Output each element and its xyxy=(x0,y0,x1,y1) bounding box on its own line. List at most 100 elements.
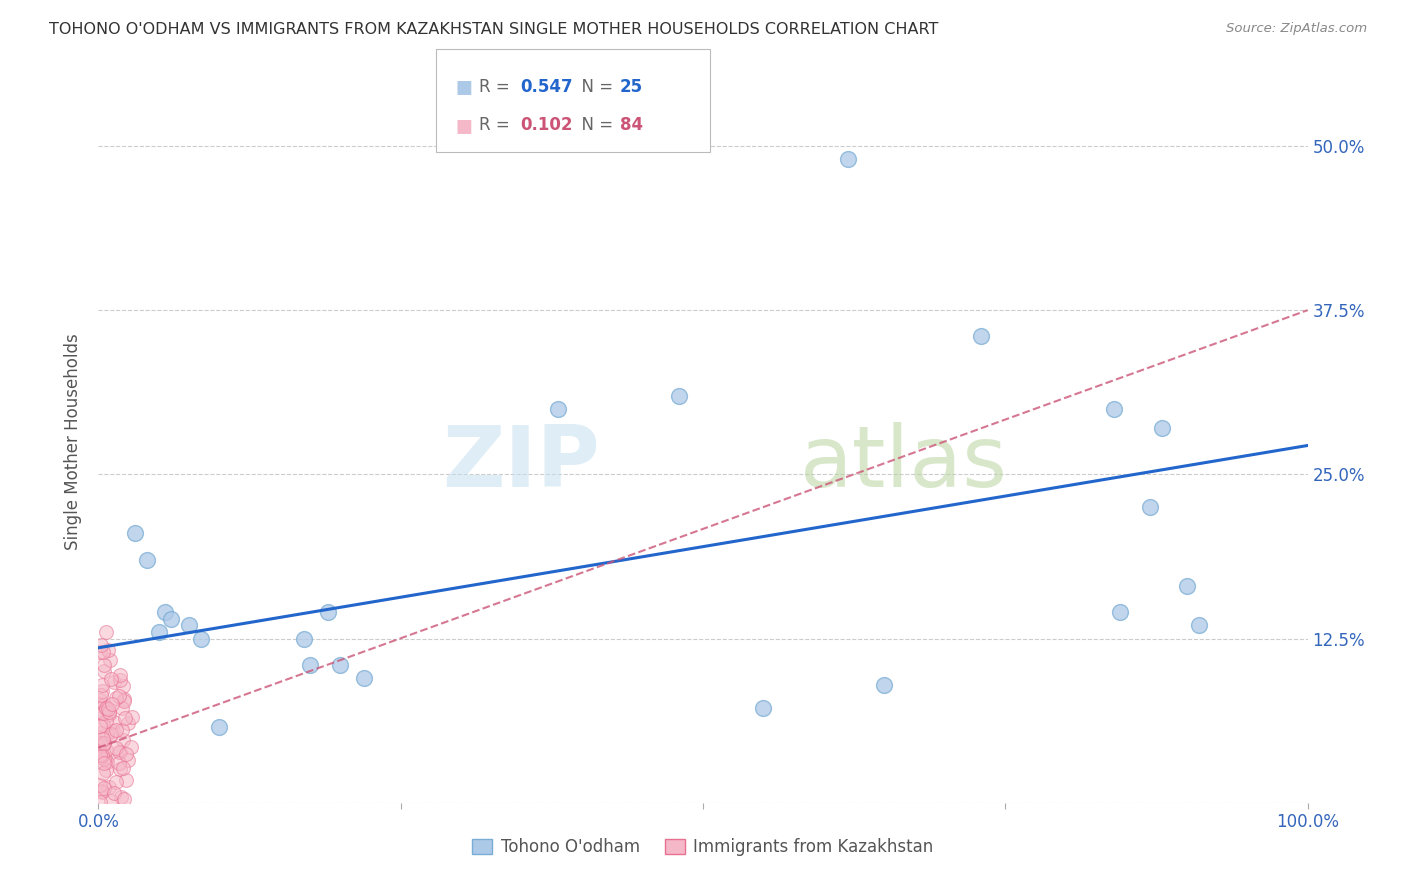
Point xyxy=(112,792,135,806)
Point xyxy=(108,756,131,771)
Legend: Tohono O'odham, Immigrants from Kazakhstan: Tohono O'odham, Immigrants from Kazakhst… xyxy=(465,831,941,863)
Point xyxy=(111,732,134,747)
Point xyxy=(103,675,125,690)
Point xyxy=(89,736,111,750)
Text: 25: 25 xyxy=(620,78,643,95)
Point xyxy=(292,632,315,646)
Point xyxy=(1152,421,1174,435)
Point xyxy=(104,691,127,706)
Text: ▪: ▪ xyxy=(454,72,472,101)
Point xyxy=(108,763,131,777)
Text: Source: ZipAtlas.com: Source: ZipAtlas.com xyxy=(1226,22,1367,36)
Point xyxy=(89,795,111,809)
Point xyxy=(91,766,114,780)
Point xyxy=(98,653,121,667)
Text: N =: N = xyxy=(571,78,619,95)
Point xyxy=(90,688,112,702)
Point xyxy=(1175,579,1198,593)
Point xyxy=(89,692,111,706)
Point xyxy=(90,784,112,798)
Point xyxy=(112,679,135,693)
Point xyxy=(114,710,136,724)
Point xyxy=(103,724,125,739)
Point xyxy=(91,747,114,762)
Point xyxy=(91,683,114,698)
Text: R =: R = xyxy=(479,78,516,95)
Point xyxy=(1188,618,1211,632)
Point xyxy=(1102,401,1125,416)
Point xyxy=(101,697,124,711)
Y-axis label: Single Mother Households: Single Mother Households xyxy=(65,334,83,549)
Point xyxy=(93,736,115,750)
Point xyxy=(97,643,120,657)
Point xyxy=(96,743,118,757)
Point xyxy=(94,714,117,728)
Point xyxy=(121,710,143,724)
Point xyxy=(91,706,114,721)
Point xyxy=(179,618,201,632)
Point xyxy=(112,761,135,775)
Point xyxy=(93,657,115,672)
Point xyxy=(329,657,352,672)
Point xyxy=(91,785,114,799)
Point xyxy=(96,701,118,715)
Point xyxy=(93,752,115,766)
Point xyxy=(90,749,112,764)
Point xyxy=(91,645,114,659)
Point xyxy=(89,706,111,721)
Point xyxy=(100,794,122,808)
Point xyxy=(98,705,121,719)
Point xyxy=(94,700,117,714)
Point xyxy=(120,740,142,755)
Point xyxy=(89,737,111,751)
Point xyxy=(668,388,690,402)
Point xyxy=(110,789,132,804)
Point xyxy=(970,329,993,343)
Point xyxy=(752,701,775,715)
Text: 84: 84 xyxy=(620,116,643,134)
Point xyxy=(190,632,212,646)
Point xyxy=(96,755,118,769)
Point xyxy=(108,745,131,759)
Point xyxy=(111,723,134,737)
Point xyxy=(91,732,114,747)
Point xyxy=(108,673,131,688)
Point xyxy=(135,553,157,567)
Point xyxy=(93,698,115,712)
Point xyxy=(547,401,569,416)
Point xyxy=(104,741,127,756)
Point xyxy=(89,698,111,713)
Point xyxy=(89,719,111,733)
Point xyxy=(117,716,139,731)
Text: R =: R = xyxy=(479,116,516,134)
Point xyxy=(93,664,115,678)
Point xyxy=(115,773,138,788)
Point xyxy=(93,737,115,751)
Point xyxy=(160,612,183,626)
Point xyxy=(108,689,131,703)
Point xyxy=(90,726,112,740)
Point xyxy=(100,673,122,687)
Point xyxy=(90,678,112,692)
Point xyxy=(93,780,115,795)
Point xyxy=(89,778,111,792)
Point xyxy=(117,753,139,767)
Point xyxy=(837,152,859,166)
Point xyxy=(91,706,114,720)
Point xyxy=(112,692,135,706)
Point xyxy=(148,625,170,640)
Text: N =: N = xyxy=(571,116,619,134)
Point xyxy=(89,644,111,658)
Text: ZIP: ZIP xyxy=(443,422,600,505)
Point xyxy=(353,671,375,685)
Point xyxy=(108,745,131,759)
Point xyxy=(1139,500,1161,515)
Point xyxy=(94,625,117,640)
Point xyxy=(111,701,134,715)
Point xyxy=(1109,605,1132,619)
Point xyxy=(96,764,118,778)
Point xyxy=(93,756,115,770)
Text: ▪: ▪ xyxy=(454,111,472,139)
Text: 0.102: 0.102 xyxy=(520,116,572,134)
Point xyxy=(153,605,176,619)
